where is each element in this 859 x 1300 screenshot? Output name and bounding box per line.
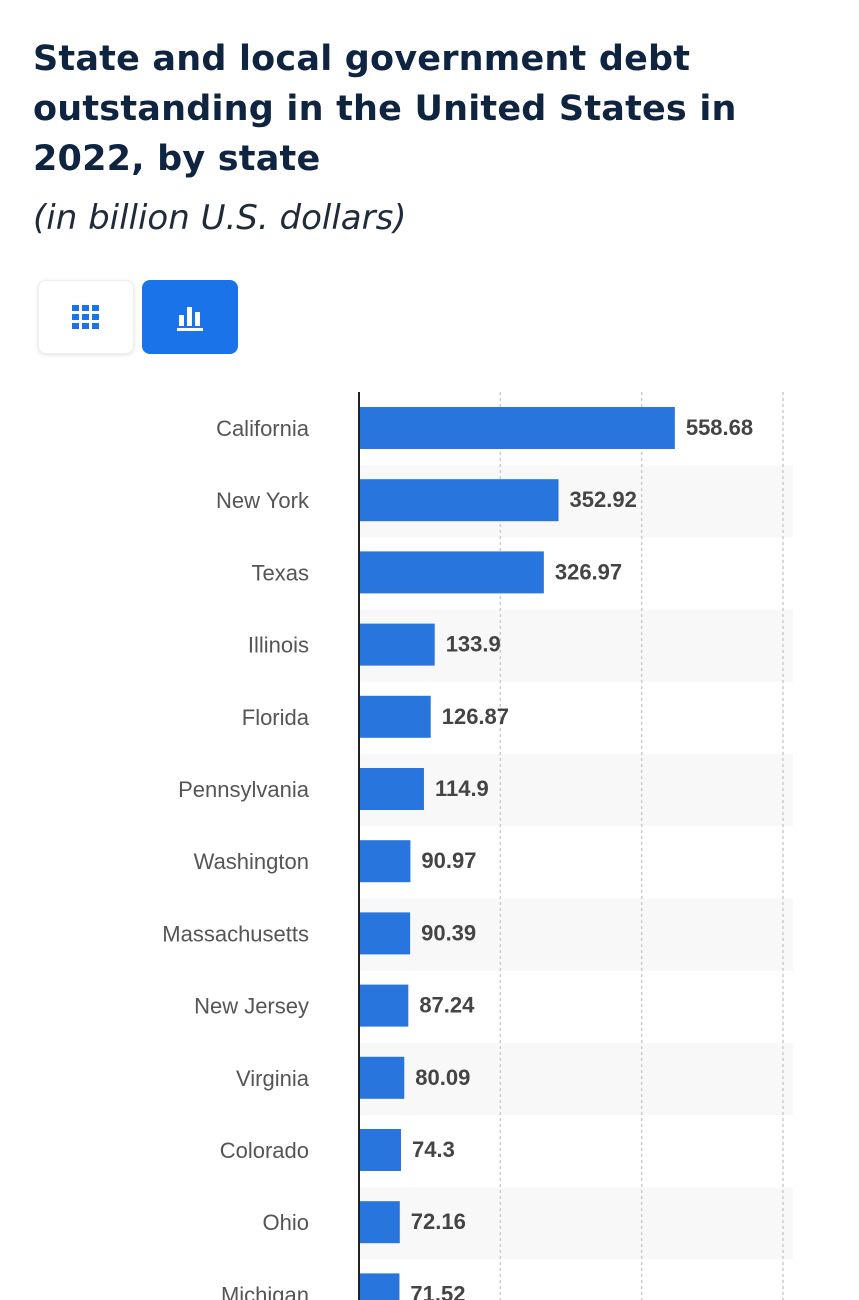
category-label: New Jersey	[194, 994, 309, 1019]
bar	[359, 407, 675, 449]
chart-view-button[interactable]	[142, 280, 238, 354]
row-band	[359, 898, 793, 971]
bar	[359, 768, 424, 810]
bar	[359, 479, 559, 522]
category-label: Virginia	[236, 1066, 310, 1091]
grid-icon	[72, 305, 99, 329]
value-label: 74.3	[412, 1137, 455, 1162]
chart-subtitle: (in billion U.S. dollars)	[33, 198, 407, 238]
bar	[359, 1273, 400, 1300]
value-label: 87.24	[419, 993, 475, 1018]
row-band	[359, 1042, 793, 1115]
value-label: 133.9	[446, 632, 501, 657]
category-label: Ohio	[263, 1210, 309, 1235]
category-label: New York	[216, 488, 310, 513]
category-label: Illinois	[248, 633, 309, 658]
value-label: 558.68	[686, 415, 753, 440]
value-label: 71.52	[410, 1281, 465, 1300]
bar-chart-icon	[177, 307, 203, 331]
value-label: 114.9	[435, 776, 489, 801]
category-label: Massachusetts	[162, 921, 309, 946]
value-label: 126.87	[442, 704, 509, 729]
bar	[359, 623, 435, 666]
row-band	[359, 1187, 793, 1260]
bar	[359, 912, 411, 955]
chart-title: State and local government debt outstand…	[33, 39, 737, 179]
category-label: Pennsylvania	[178, 777, 310, 802]
value-label: 72.16	[411, 1209, 466, 1234]
category-label: Texas	[252, 560, 309, 585]
bar	[359, 695, 431, 738]
bar	[359, 1201, 400, 1244]
bar	[359, 1129, 402, 1171]
row-band	[359, 754, 793, 827]
value-label: 80.09	[415, 1065, 470, 1090]
bar	[359, 551, 544, 594]
value-label: 326.97	[555, 559, 622, 584]
value-label: 90.39	[421, 920, 476, 945]
bar	[359, 984, 409, 1027]
category-label: Florida	[242, 705, 310, 730]
category-label: Michigan	[221, 1282, 309, 1300]
value-label: 352.92	[570, 487, 637, 512]
bar	[359, 840, 411, 883]
category-label: Washington	[194, 849, 309, 874]
bar	[359, 1056, 405, 1099]
category-label: Colorado	[220, 1138, 309, 1163]
category-label: California	[216, 416, 310, 441]
table-view-button[interactable]	[38, 280, 134, 354]
value-label: 90.97	[421, 848, 476, 873]
